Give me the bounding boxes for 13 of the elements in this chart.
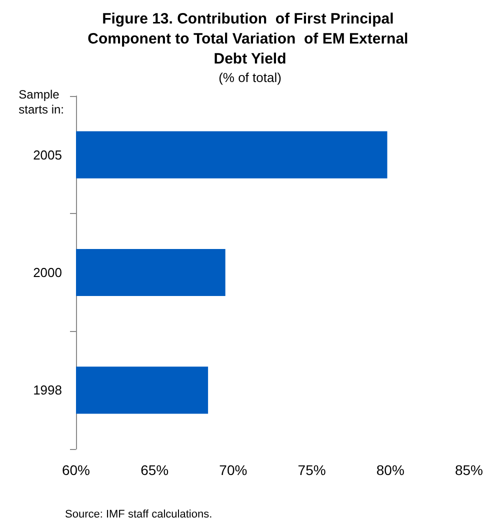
y-tick-label: 1998 [33,382,62,398]
x-tick-label: 60% [62,462,90,478]
y-axis-title: Sample starts in: [18,88,64,116]
source-note: Source: IMF staff calculations. [65,508,212,520]
y-tick-label: 2000 [33,265,62,280]
x-tick-label: 65% [140,462,169,478]
chart-subtitle: (% of total) [218,70,282,85]
x-tick-label: 75% [298,462,326,478]
chart-title: Figure 13. Contribution of First Principal Component to Total Variation of EM External Debt Yield [88,10,412,68]
x-tick-label: 85% [454,462,484,478]
x-tick-label: 70% [219,462,248,478]
y-tick-label: 2005 [33,147,62,162]
x-tick-label: 80% [376,462,404,478]
